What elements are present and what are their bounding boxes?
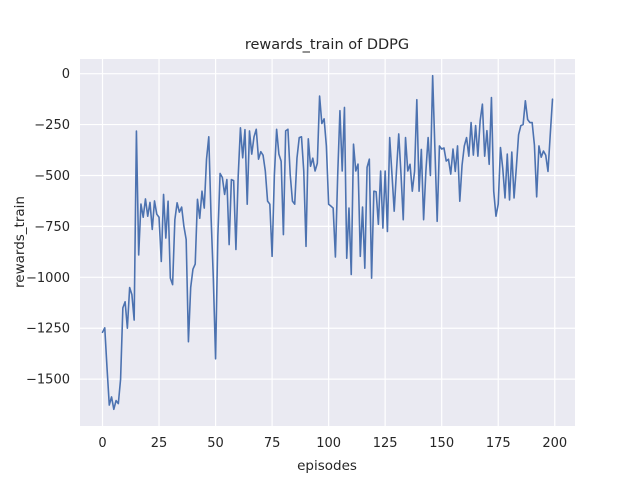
- x-tick-label: 25: [151, 436, 168, 451]
- chart-title: rewards_train of DDPG: [245, 37, 409, 53]
- x-tick-label: 50: [207, 436, 224, 451]
- gridlines: [80, 59, 575, 426]
- y-axis-label: rewards_train: [12, 196, 28, 288]
- x-tick-label: 150: [429, 436, 454, 451]
- x-tick-labels: 0 25 50 75 100 125 150 175 200: [98, 436, 567, 451]
- x-tick-label: 200: [542, 436, 567, 451]
- x-axis-label: episodes: [297, 458, 357, 474]
- x-tick-label: 75: [264, 436, 281, 451]
- y-tick-label: −500: [34, 169, 70, 184]
- y-tick-label: −750: [34, 220, 70, 235]
- plot-area: [80, 59, 575, 426]
- y-tick-label: 0: [62, 67, 70, 82]
- y-tick-label: −250: [34, 118, 70, 133]
- y-tick-label: −1000: [26, 271, 70, 286]
- series-line: [101, 74, 554, 411]
- y-tick-labels: 0 −250 −500 −750 −1000 −1250 −1500: [26, 67, 70, 387]
- x-tick-label: 175: [486, 436, 511, 451]
- y-tick-label: −1250: [26, 322, 70, 337]
- x-tick-label: 125: [373, 436, 398, 451]
- line-rewards_train: [101, 74, 554, 411]
- x-tick-label: 0: [98, 436, 106, 451]
- y-tick-label: −1500: [26, 373, 70, 388]
- x-tick-label: 100: [316, 436, 341, 451]
